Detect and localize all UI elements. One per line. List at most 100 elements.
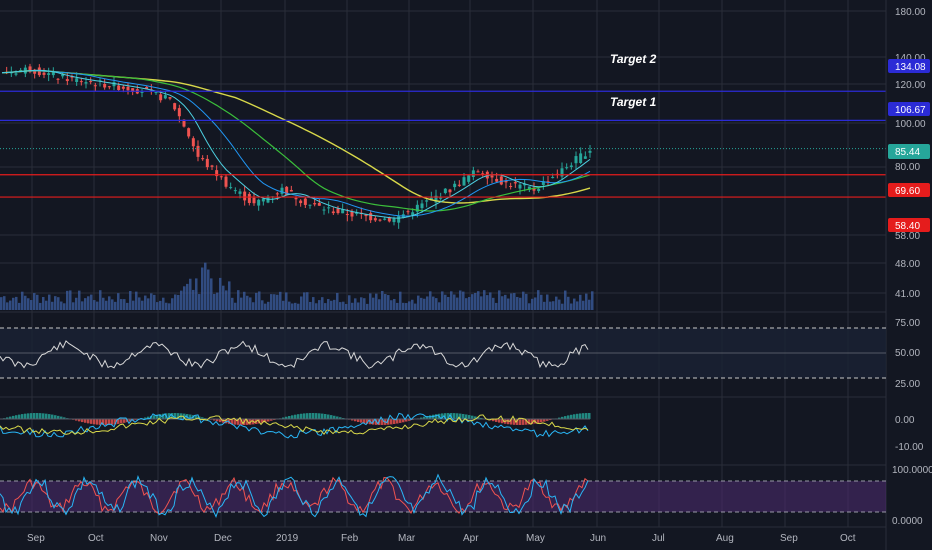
candle-body xyxy=(327,207,331,209)
candle-body xyxy=(257,199,261,206)
volume-bar xyxy=(378,299,381,310)
volume-bar xyxy=(324,303,327,310)
macd-tick-neg10: -10.00 xyxy=(895,442,924,453)
volume-bar xyxy=(432,296,435,310)
volume-bar xyxy=(252,302,255,310)
candle-body xyxy=(583,156,587,159)
macd-hist-bar xyxy=(297,414,300,419)
macd-hist-bar xyxy=(87,419,90,424)
volume-bar xyxy=(243,291,246,310)
candle-body xyxy=(383,218,387,220)
volume-bar xyxy=(561,303,564,310)
volume-bar xyxy=(84,298,87,310)
volume-bar xyxy=(111,299,114,310)
volume-bar xyxy=(339,302,342,310)
macd-hist-bar xyxy=(147,416,150,419)
macd-hist-bar xyxy=(45,413,48,419)
rsi-pane[interactable]: 75.00 50.00 25.00 xyxy=(0,311,920,390)
volume-bar xyxy=(174,294,177,310)
stoch-pane[interactable]: 100.0000 0.0000 xyxy=(0,464,932,527)
volume-bar xyxy=(99,290,102,310)
candle-body xyxy=(303,198,307,205)
macd-hist-bar xyxy=(177,413,180,419)
macd-hist-bar xyxy=(387,419,390,425)
macd-hist-bar xyxy=(219,419,222,423)
rsi-line xyxy=(0,340,589,369)
macd-hist-bar xyxy=(114,419,117,425)
macd-hist-bar xyxy=(363,419,366,424)
price-tick-100: 100.00 xyxy=(895,119,926,130)
candle-body xyxy=(341,209,345,214)
macd-hist-bar xyxy=(156,414,159,419)
macd-hist-bar xyxy=(540,419,543,423)
macd-hist-bar xyxy=(474,416,477,419)
volume-bar xyxy=(588,299,591,310)
macd-hist-bar xyxy=(183,413,186,419)
volume-bar xyxy=(540,294,543,310)
target-1-label: Target 1 xyxy=(610,95,657,109)
macd-hist-bar xyxy=(12,415,15,419)
macd-hist-bar xyxy=(237,419,240,425)
macd-hist-bar xyxy=(351,419,354,421)
volume-bar xyxy=(549,301,552,310)
candle-body xyxy=(443,188,447,194)
candle-body xyxy=(495,178,499,182)
volume-bar xyxy=(363,298,366,310)
macd-hist-bar xyxy=(33,413,36,419)
support2-tag: 58.40 xyxy=(895,221,920,232)
macd-hist-bar xyxy=(492,419,495,422)
macd-hist-bar xyxy=(513,419,516,425)
macd-hist-bar xyxy=(228,419,231,424)
candle-body xyxy=(117,85,121,91)
volume-bar xyxy=(573,298,576,310)
volume-bar xyxy=(318,300,321,310)
macd-hist-bar xyxy=(168,413,171,419)
macd-hist-bar xyxy=(561,416,564,419)
macd-hist-bar xyxy=(63,417,66,419)
volume-bar xyxy=(309,301,312,310)
candle-body xyxy=(112,82,116,87)
support1-tag: 69.60 xyxy=(895,186,920,197)
time-axis[interactable]: Sep Oct Nov Dec 2019 Feb Mar Apr May Jun… xyxy=(0,526,886,544)
candle-body xyxy=(313,203,317,205)
ma-blue-line xyxy=(1,70,591,217)
candle-body xyxy=(448,189,452,193)
volume-bar xyxy=(423,298,426,310)
stoch-d-line xyxy=(0,476,589,515)
macd-hist-bar xyxy=(570,414,573,419)
macd-hist-bar xyxy=(525,419,528,425)
macd-hist-bar xyxy=(51,414,54,419)
candle-body xyxy=(191,138,195,147)
volume-bar xyxy=(444,294,447,310)
volume-bar xyxy=(504,294,507,310)
volume-bar xyxy=(75,297,78,310)
volume-bar xyxy=(15,296,18,310)
volume-bar xyxy=(270,294,273,310)
price-axis[interactable]: 180.00 140.00 120.00 100.00 80.00 58.00 … xyxy=(885,0,926,550)
candle-body xyxy=(61,74,65,77)
macd-hist-bar xyxy=(264,419,267,423)
volume-bar xyxy=(471,294,474,310)
macd-hist-bar xyxy=(441,413,444,419)
volume-bar xyxy=(96,301,99,310)
macd-hist-bar xyxy=(531,419,534,425)
macd-hist-bar xyxy=(225,419,228,424)
time-tick-sep: Sep xyxy=(27,533,45,544)
macd-hist-bar xyxy=(495,419,498,422)
macd-pane[interactable]: 0.00 -10.00 xyxy=(0,396,924,453)
volume-bar xyxy=(294,302,297,310)
volume-bar xyxy=(570,303,573,310)
candle-body xyxy=(145,86,149,90)
candle-body xyxy=(275,193,279,195)
volume-bar xyxy=(108,296,111,310)
candle-body xyxy=(425,200,429,202)
macd-hist-bar xyxy=(201,417,204,419)
volume-bar xyxy=(300,296,303,310)
stoch-band xyxy=(0,481,886,512)
volume-bar xyxy=(297,303,300,310)
volume-bar xyxy=(87,296,90,310)
volume-bar xyxy=(213,293,216,310)
macd-hist-bar xyxy=(546,419,549,421)
candle-body xyxy=(65,79,69,82)
